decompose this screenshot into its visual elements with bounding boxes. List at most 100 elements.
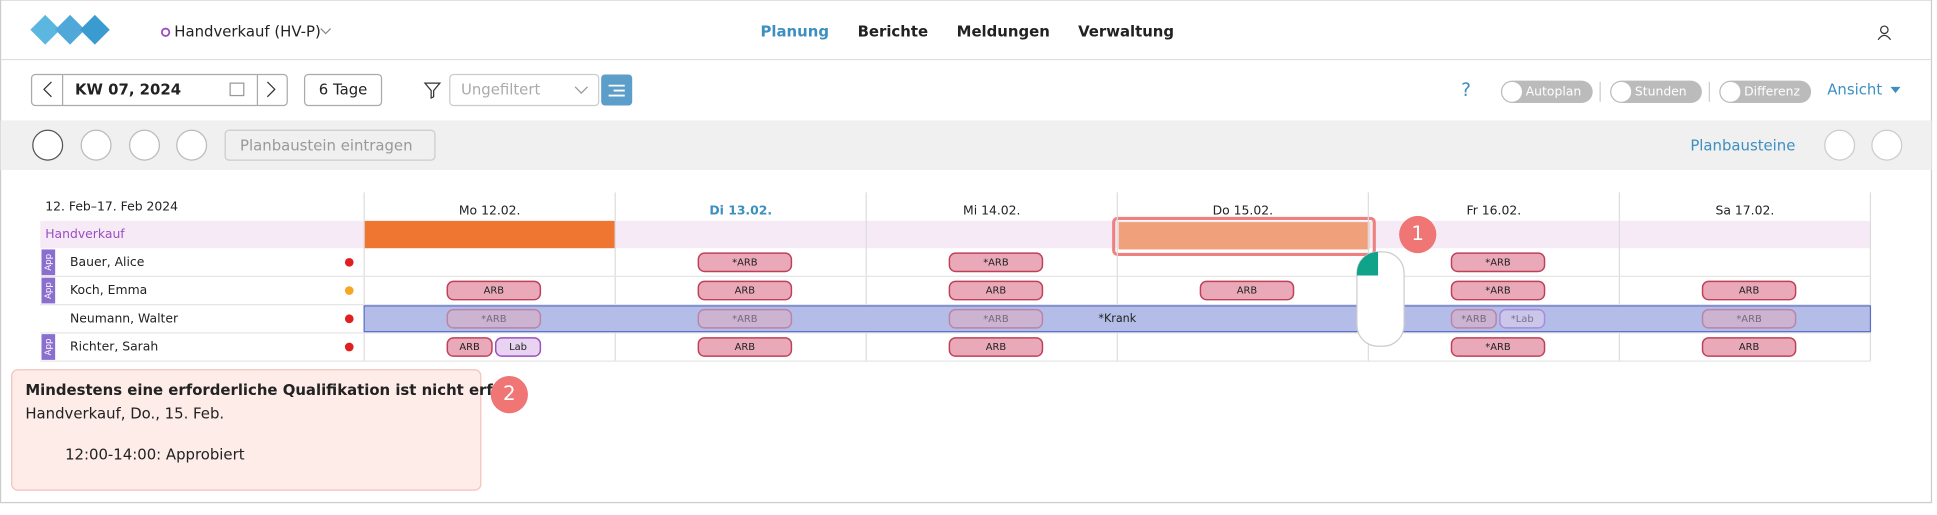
status-dot bbox=[344, 342, 354, 352]
brand[interactable]: Handverkauf (HV-P) bbox=[174, 22, 321, 40]
tooltip-line: 12:00-14:00: Approbiert bbox=[65, 445, 245, 463]
day-header: Do 15.02. bbox=[1213, 202, 1273, 217]
group: Handverkauf bbox=[45, 226, 125, 241]
mouse-icon bbox=[1356, 251, 1405, 347]
employee-name: Neumann, Walter bbox=[70, 310, 179, 325]
day-header: Mi 14.02. bbox=[963, 202, 1020, 217]
shift-label: *ARB bbox=[1736, 314, 1762, 325]
shift[interactable] bbox=[494, 337, 542, 357]
add-button[interactable] bbox=[224, 129, 436, 161]
shift-label: ARB bbox=[1237, 286, 1258, 297]
filter-select[interactable] bbox=[449, 73, 600, 107]
toggle[interactable] bbox=[1719, 80, 1812, 103]
menu-item[interactable]: Berichte bbox=[858, 22, 928, 40]
next[interactable] bbox=[266, 81, 276, 98]
demand-bar bbox=[1118, 222, 1370, 250]
shift[interactable] bbox=[1450, 280, 1546, 301]
employee-name: Richter, Sarah bbox=[70, 339, 158, 354]
shift[interactable] bbox=[948, 337, 1044, 357]
days-button[interactable] bbox=[303, 73, 383, 107]
shift-label: ARB bbox=[735, 342, 756, 353]
demand-bar bbox=[364, 220, 615, 249]
toggle[interactable] bbox=[1610, 80, 1702, 103]
status-dot bbox=[344, 314, 354, 324]
badge bbox=[41, 334, 56, 360]
shift-label: *ARB bbox=[983, 314, 1009, 325]
user-icon[interactable] bbox=[1877, 25, 1892, 41]
shift[interactable] bbox=[1450, 252, 1546, 273]
shift-label: *ARB bbox=[732, 314, 758, 325]
view[interactable]: Ansicht bbox=[1827, 81, 1882, 99]
prev[interactable] bbox=[43, 81, 52, 98]
shift[interactable] bbox=[446, 308, 542, 329]
menu-item[interactable]: Meldungen bbox=[957, 22, 1050, 40]
refresh[interactable] bbox=[1824, 129, 1856, 161]
shift[interactable] bbox=[948, 280, 1044, 301]
shift[interactable] bbox=[948, 308, 1044, 329]
help[interactable]: ? bbox=[1461, 80, 1471, 101]
badge-label: App bbox=[44, 338, 54, 355]
day-header: Sa 17.02. bbox=[1716, 202, 1775, 217]
shift[interactable] bbox=[446, 337, 493, 357]
shift[interactable] bbox=[1701, 280, 1797, 301]
toggle-knob bbox=[1720, 81, 1741, 102]
shift-label: ARB bbox=[1739, 286, 1760, 297]
shift-label: *ARB bbox=[481, 314, 507, 325]
absence: *Krank bbox=[1098, 312, 1136, 325]
badge-label: App bbox=[44, 253, 54, 270]
shift-label: *ARB bbox=[1485, 342, 1511, 353]
range: 12. Feb–17. Feb 2024 bbox=[45, 199, 178, 214]
shift-label: ARB bbox=[986, 286, 1007, 297]
shift-label: *ARB bbox=[983, 257, 1009, 268]
shift[interactable] bbox=[446, 280, 542, 301]
shift[interactable] bbox=[948, 252, 1044, 273]
badge-label: App bbox=[44, 282, 54, 299]
employee-name: Bauer, Alice bbox=[70, 254, 144, 269]
shift-label: ARB bbox=[484, 286, 505, 297]
tooltip-title: Mindestens eine erforderliche Qualifikat… bbox=[25, 381, 520, 399]
toggle-label: Autoplan bbox=[1526, 83, 1582, 98]
callout-label: 2 bbox=[503, 382, 516, 405]
shift-label: *Lab bbox=[1511, 314, 1534, 325]
shift[interactable] bbox=[1701, 308, 1797, 329]
day-header: Fr 16.02. bbox=[1467, 202, 1522, 217]
group-row bbox=[40, 220, 1871, 249]
add: Planbaustein eintragen bbox=[240, 136, 412, 154]
shift[interactable] bbox=[1701, 337, 1797, 357]
shift-label: *ARB bbox=[1461, 314, 1487, 325]
shift-label: Lab bbox=[509, 342, 527, 353]
filter: Ungefiltert bbox=[461, 81, 541, 99]
shift[interactable] bbox=[697, 280, 793, 301]
shift[interactable] bbox=[697, 308, 793, 329]
shift[interactable] bbox=[1199, 280, 1295, 301]
employee-name: Koch, Emma bbox=[70, 282, 147, 297]
calendar-icon bbox=[229, 82, 245, 97]
day-header: Mo 12.02. bbox=[459, 202, 521, 217]
week: KW 07, 2024 bbox=[75, 81, 181, 99]
filter-icon bbox=[423, 82, 442, 100]
shift[interactable] bbox=[1499, 308, 1546, 329]
shift-label: ARB bbox=[459, 342, 480, 353]
shift-label: ARB bbox=[735, 286, 756, 297]
shift[interactable] bbox=[1450, 337, 1546, 357]
menu-item[interactable]: Verwaltung bbox=[1078, 22, 1174, 40]
week-picker[interactable] bbox=[30, 73, 288, 107]
menu-item[interactable]: Planung bbox=[761, 22, 829, 40]
badge bbox=[41, 249, 56, 276]
callout bbox=[1399, 215, 1437, 254]
shift[interactable] bbox=[697, 337, 793, 357]
shift-label: *ARB bbox=[1485, 257, 1511, 268]
callout bbox=[490, 376, 528, 414]
day-header: Di 13.02. bbox=[709, 202, 772, 217]
print[interactable] bbox=[1871, 129, 1903, 161]
tooltip-subtitle: Handverkauf, Do., 15. Feb. bbox=[25, 404, 224, 422]
toggle[interactable] bbox=[1500, 80, 1593, 103]
shift[interactable] bbox=[697, 252, 793, 273]
shift-label: *ARB bbox=[732, 257, 758, 268]
blocks[interactable]: Planbausteine bbox=[1690, 136, 1795, 154]
tooltip bbox=[11, 369, 482, 491]
callout-label: 1 bbox=[1411, 222, 1424, 245]
shift[interactable] bbox=[1450, 308, 1497, 329]
